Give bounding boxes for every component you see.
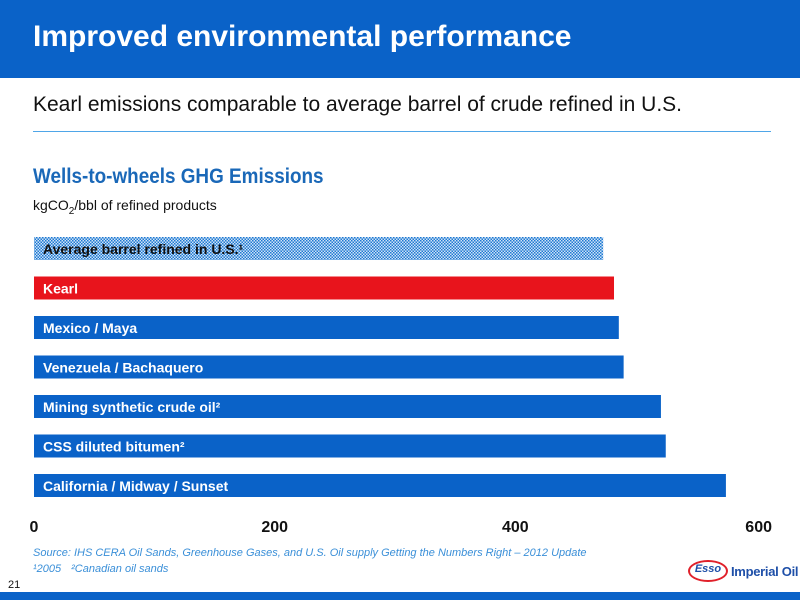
bars-group: Average barrel refined in U.S.¹ Kearl Mexi… <box>34 237 726 497</box>
divider <box>33 131 771 132</box>
x-tick-label-3: 600 <box>745 519 772 536</box>
x-tick-label-0: 0 <box>30 519 39 536</box>
footnotes: ¹2005 ²Canadian oil sands <box>33 563 168 575</box>
units-label: kgCO2/bbl of refined products <box>33 197 217 217</box>
header-bar <box>0 0 800 78</box>
bar-label-3: Venezuela / Bachaquero <box>43 360 203 376</box>
slide-title: Improved environmental performance <box>33 20 572 53</box>
page-number: 21 <box>8 579 21 591</box>
footnote-1: ¹2005 <box>33 563 62 575</box>
bar-label-4: Mining synthetic crude oil² <box>43 399 221 415</box>
esso-oval-icon <box>688 560 728 582</box>
bar-label-1: Kearl <box>43 281 78 297</box>
bar-5 <box>34 434 666 458</box>
bar-3 <box>34 355 624 379</box>
bar-0 <box>34 237 604 260</box>
footnote-2: ²Canadian oil sands <box>71 563 169 575</box>
esso-mark: Esso <box>694 563 722 575</box>
bar-label-0: Average barrel refined in U.S.¹ <box>43 241 244 257</box>
slide-subtitle: Kearl emissions comparable to average ba… <box>33 93 682 116</box>
source-note: Source: IHS CERA Oil Sands, Greenhouse G… <box>33 547 587 559</box>
bar-2 <box>34 316 619 339</box>
bar-6 <box>34 474 726 497</box>
units-subscript: 2 <box>68 205 75 217</box>
chart-title: Wells-to-wheels GHG Emissions <box>33 165 324 188</box>
company-name: Imperial Oil <box>731 564 799 579</box>
bar-label-5: CSS diluted bitumen² <box>43 439 185 455</box>
bar-4 <box>34 395 661 418</box>
bar-label-2: Mexico / Maya <box>43 320 137 336</box>
imperial-oil-logo: Esso Imperial Oil <box>688 560 799 584</box>
units-prefix: kgCO <box>33 197 69 213</box>
bar-1 <box>34 276 615 300</box>
tick-labels-group: 0 200 400 600 <box>30 519 773 536</box>
units-suffix: /bbl of refined products <box>74 197 217 213</box>
x-tick-label-1: 200 <box>261 519 288 536</box>
x-tick-label-2: 400 <box>502 519 529 536</box>
bar-label-6: California / Midway / Sunset <box>43 478 228 494</box>
footer-bar <box>0 592 800 600</box>
